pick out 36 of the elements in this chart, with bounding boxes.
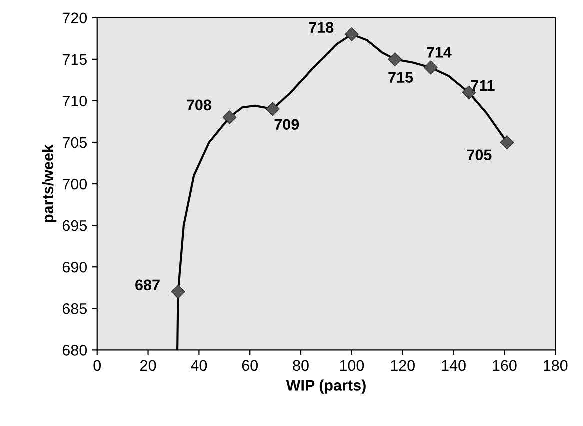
y-axis-title: parts/week — [42, 144, 57, 223]
x-axis-title: WIP (parts) — [286, 380, 366, 394]
x-tick-label: 140 — [442, 360, 466, 372]
x-tick-label: 160 — [493, 360, 517, 372]
point — [388, 52, 402, 66]
point — [222, 110, 237, 125]
point — [266, 102, 280, 116]
x-tick-label: 180 — [544, 360, 568, 372]
x-tick-label: 0 — [94, 360, 102, 372]
y-tick-label: 690 — [62, 262, 88, 273]
point — [171, 285, 186, 299]
y-tick-label: 715 — [62, 54, 87, 66]
data-label: 711 — [471, 80, 495, 92]
y-tick-label: 680 — [62, 345, 88, 356]
data-label: 709 — [274, 119, 300, 130]
y-tick-label: 685 — [62, 304, 87, 314]
x-tick-label: 60 — [242, 360, 258, 372]
point — [345, 28, 359, 42]
data-label: 715 — [388, 72, 414, 83]
x-tick-label: 120 — [391, 360, 415, 372]
y-tick-label: 720 — [62, 12, 88, 24]
y-tick-label: 710 — [62, 96, 88, 107]
data-label: 705 — [467, 150, 492, 160]
data-label: 708 — [187, 100, 212, 111]
point — [424, 60, 438, 75]
point — [500, 136, 514, 150]
x-tick-label: 20 — [140, 360, 156, 372]
y-tick-label: 700 — [62, 178, 88, 190]
data-label: 687 — [136, 280, 160, 291]
x-tick-label: 100 — [340, 360, 364, 372]
data-label: 714 — [427, 47, 452, 58]
y-tick-label: 705 — [62, 137, 87, 148]
y-tick-label: 695 — [62, 220, 87, 232]
x-tick-label: 80 — [293, 360, 309, 372]
x-tick-label: 40 — [191, 360, 208, 372]
data-label: 718 — [309, 22, 334, 34]
